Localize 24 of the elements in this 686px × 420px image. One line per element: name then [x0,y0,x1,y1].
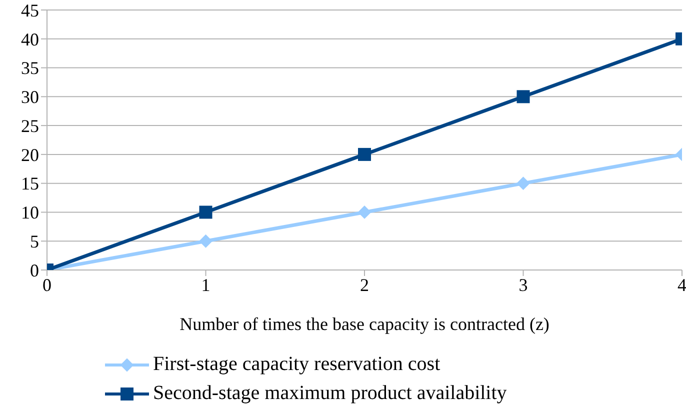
point [358,206,371,219]
legend-label: Second-stage maximum product availability [153,382,507,405]
y-tick-label: 0 [30,260,39,280]
y-tick-label: 40 [21,29,39,50]
x-tick-label: 4 [678,274,686,295]
x-tick-label: 0 [42,274,52,295]
point [516,176,530,190]
x-tick-label: 3 [518,274,528,295]
y-tick-label: 25 [21,116,39,136]
point [199,206,212,219]
y-tick-label: 30 [21,87,39,108]
point [199,234,212,248]
y-tick-label: 35 [21,58,39,78]
x-tick-label: 2 [360,274,369,295]
y-tick-label: 5 [30,232,39,252]
x-axis-title: Number of times the base capacity is contracted (z) [180,314,550,334]
point [516,90,530,104]
y-tick-label: 15 [21,174,39,194]
point [358,148,371,161]
y-tick-label: 20 [21,144,39,165]
y-tick-label: 10 [21,202,39,223]
y-tick-label: 45 [21,0,39,20]
legend-label: First-stage capacity reservation cost [153,353,440,376]
x-tick-label: 1 [201,274,210,295]
